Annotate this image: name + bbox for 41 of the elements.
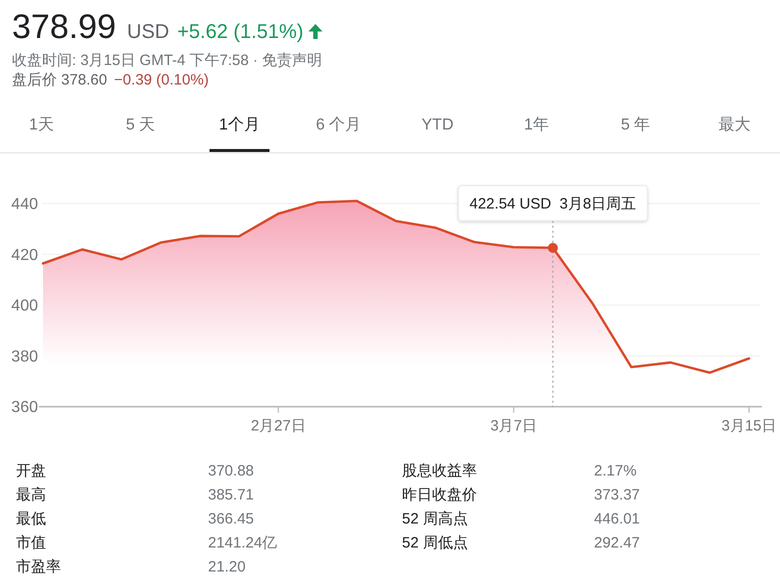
text: 1年	[524, 116, 549, 134]
y-tick-label: 400	[11, 298, 38, 315]
text: 股息收益率	[402, 462, 477, 480]
text: 370.88	[208, 462, 254, 480]
text: 446.01	[594, 510, 640, 528]
x-tick-label: 3月7日	[490, 418, 538, 435]
chart-subtitle: 收盘时间: 3月15日 GMT-4 下午7:58 · 免责声明	[12, 52, 322, 69]
text: 昨日收盘价	[402, 486, 477, 504]
annotation: 422.54 USD 3月8日周五	[470, 196, 636, 213]
text: 52 周高点	[402, 510, 468, 528]
text: 52 周低点	[402, 534, 468, 552]
text: 开盘	[16, 462, 46, 480]
text: USD	[127, 21, 170, 43]
x-tick-label: 2月27日	[250, 418, 306, 435]
text: 373.37	[594, 486, 640, 504]
text: −0.39 (0.10%)	[114, 72, 209, 88]
y-tick-label: 380	[11, 348, 38, 366]
text: 2141.24亿	[208, 534, 278, 552]
text: 2.17%	[594, 462, 637, 480]
text: 21.20	[208, 558, 246, 576]
text: 市盈率	[16, 558, 61, 576]
text: 5 年	[620, 116, 650, 134]
text: +5.62 (1.51%)	[177, 21, 304, 43]
text: YTD	[422, 116, 454, 134]
text: 市值	[16, 534, 46, 552]
text: 385.71	[208, 486, 254, 504]
text: 1个月	[219, 116, 260, 134]
text: 最大	[718, 116, 750, 134]
text: 6 个月	[316, 116, 362, 134]
text: 盘后价 378.60	[12, 72, 108, 88]
text: 366.45	[208, 510, 254, 528]
y-tick-label: 420	[11, 246, 38, 264]
text: 最高	[16, 486, 46, 504]
x-tick-label: 3月15日	[721, 418, 777, 435]
y-tick-label: 360	[11, 399, 38, 416]
y-tick-label: 440	[11, 196, 38, 213]
text: 292.47	[594, 534, 640, 552]
text: 5 天	[126, 116, 156, 134]
chart-title: 378.99	[12, 8, 116, 46]
text: 最低	[16, 510, 46, 528]
text: 1天	[29, 116, 54, 134]
